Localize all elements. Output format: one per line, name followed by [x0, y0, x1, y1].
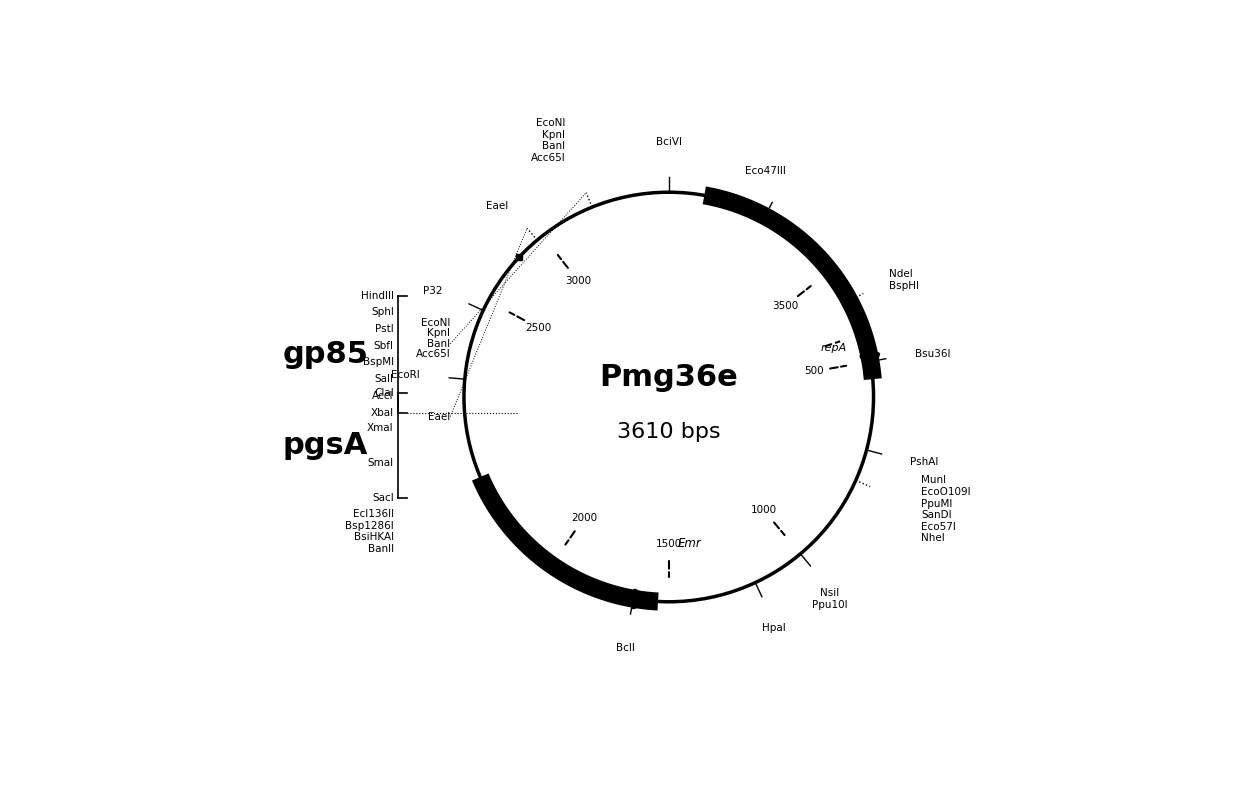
Text: XmaI: XmaI: [367, 423, 394, 434]
Text: NdeI
BspHI: NdeI BspHI: [889, 269, 919, 291]
Text: EcoNI
KpnI
BanI
Acc65I: EcoNI KpnI BanI Acc65I: [531, 118, 565, 163]
Text: SmaI: SmaI: [367, 458, 394, 468]
Text: BclI: BclI: [616, 643, 635, 653]
Text: BsiHKAI: BsiHKAI: [353, 533, 394, 542]
Text: EcoNI: EcoNI: [420, 318, 450, 328]
Text: gp85: gp85: [283, 340, 368, 368]
Text: Bsp1286I: Bsp1286I: [345, 521, 394, 530]
Text: EaeI: EaeI: [428, 411, 450, 422]
Text: 3000: 3000: [565, 276, 591, 286]
Text: 3500: 3500: [771, 301, 799, 311]
Text: 2500: 2500: [526, 323, 552, 333]
Text: HpaI: HpaI: [763, 623, 786, 634]
Text: EcoRI: EcoRI: [391, 370, 420, 380]
Text: Ecl136II: Ecl136II: [352, 509, 394, 519]
Text: 3610 bps: 3610 bps: [618, 422, 720, 442]
Text: BanII: BanII: [367, 544, 394, 554]
Text: 500: 500: [805, 366, 823, 376]
Text: BciVI: BciVI: [656, 137, 682, 147]
Text: KpnI: KpnI: [428, 328, 450, 338]
Text: Pmg36e: Pmg36e: [599, 363, 738, 392]
Text: SbfI: SbfI: [373, 341, 394, 351]
Text: Eco47III: Eco47III: [745, 167, 786, 176]
Text: 2000: 2000: [572, 513, 598, 522]
Text: SphI: SphI: [371, 307, 394, 318]
Text: Bsu36I: Bsu36I: [915, 349, 950, 359]
Text: BspMI: BspMI: [362, 357, 394, 368]
Text: PshAI: PshAI: [910, 457, 939, 467]
Text: ClaI: ClaI: [374, 388, 394, 398]
Text: 1500: 1500: [656, 539, 682, 549]
Text: repA: repA: [821, 343, 847, 353]
Text: EaeI: EaeI: [486, 201, 508, 210]
Text: SacI: SacI: [372, 493, 394, 503]
Text: AccI: AccI: [372, 391, 394, 401]
Text: PstI: PstI: [374, 324, 394, 334]
Text: P32: P32: [423, 287, 443, 296]
Text: Emr: Emr: [677, 537, 701, 549]
Text: HindIII: HindIII: [361, 291, 394, 301]
Text: pgsA: pgsA: [283, 431, 368, 461]
Text: 1000: 1000: [750, 505, 776, 515]
Text: BanI: BanI: [428, 339, 450, 349]
Text: NsiI
Ppu10I: NsiI Ppu10I: [811, 588, 847, 610]
Text: XbaI: XbaI: [371, 407, 394, 418]
Text: Acc65I: Acc65I: [415, 349, 450, 359]
Text: SalI: SalI: [374, 374, 394, 384]
Text: MunI
EcoO109I
PpuMI
SanDI
Eco57I
NheI: MunI EcoO109I PpuMI SanDI Eco57I NheI: [921, 476, 971, 543]
